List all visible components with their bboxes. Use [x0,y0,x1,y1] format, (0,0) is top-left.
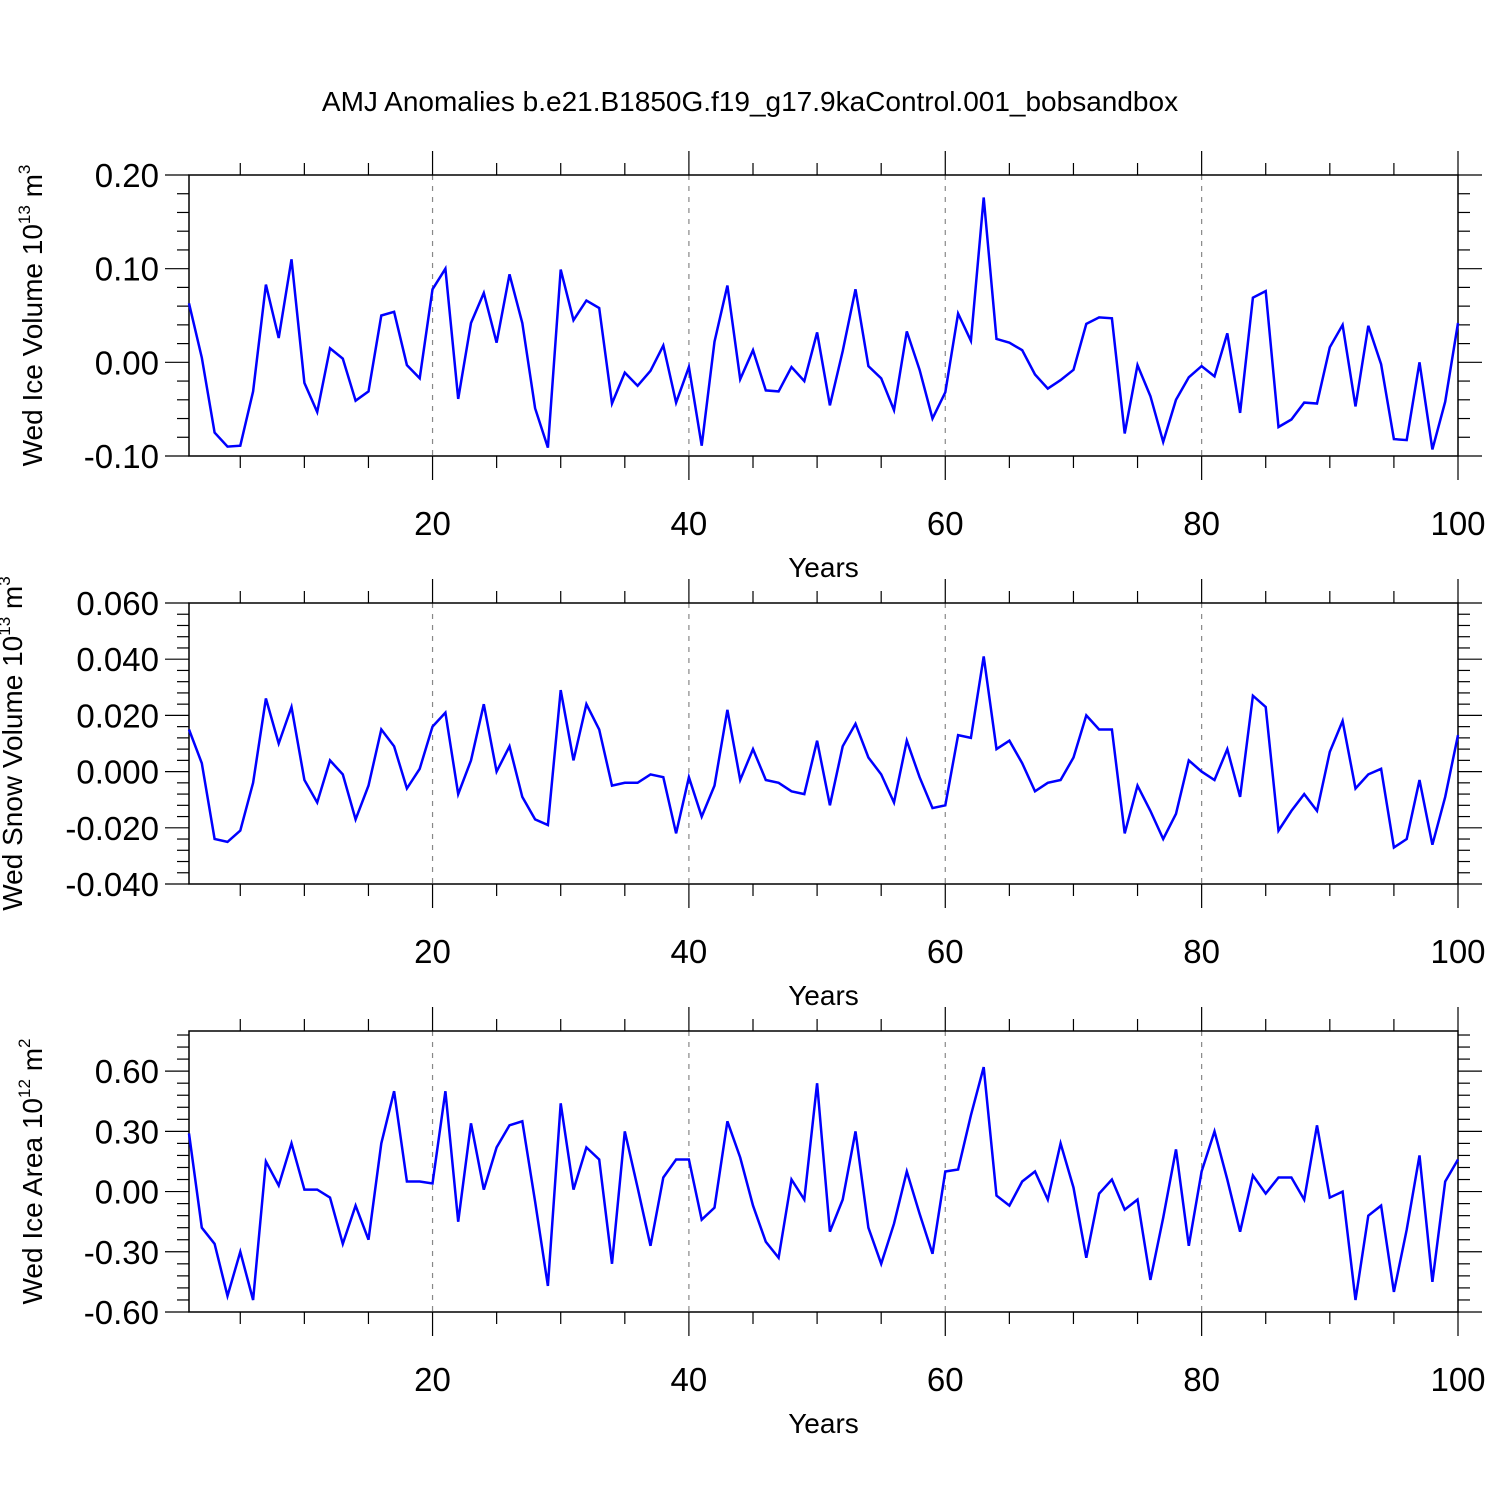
y-tick-label: 0.60 [95,1053,159,1090]
x-tick-label: 40 [671,933,708,970]
x-tick-label: 60 [927,1361,964,1398]
panel-1: -0.10 0.00 0.10 0.20 20 40 60 80 100 Years Wed Ice… [15,151,1486,583]
x-tick-label: 80 [1183,933,1220,970]
y-tick-label: 0.00 [95,344,159,381]
y-tick-label: 0.020 [76,697,159,734]
panel-3: -0.60 -0.30 0.00 0.30 0.60 20 40 60 80 100 Years We… [15,1007,1486,1439]
x-tick-label: 20 [414,933,451,970]
series-line [187,656,1460,850]
plot-frame [188,1030,1459,1313]
x-tick-label: 100 [1430,933,1485,970]
y-axis-label: Wed Snow Volume 1013 m3 [0,576,28,910]
y-tick-label: 0.000 [76,754,159,791]
x-axis-label: Years [788,1408,859,1439]
y-tick-label: -0.60 [84,1294,159,1331]
x-tick-label: 60 [927,933,964,970]
y-tick-label: -0.10 [84,438,159,475]
series-line [187,1066,1460,1301]
x-tick-label: 80 [1183,1361,1220,1398]
plot-frame [188,174,1459,457]
y-tick-label: -0.020 [65,810,159,847]
y-tick-label: 0.10 [95,251,159,288]
y-tick-label: 0.30 [95,1113,159,1150]
x-axis-label: Years [788,980,859,1011]
y-tick-label: -0.30 [84,1234,159,1271]
x-tick-label: 40 [671,505,708,542]
x-axis-label: Years [788,552,859,583]
y-tick-label: -0.040 [65,866,159,903]
y-tick-label: 0.00 [95,1174,159,1211]
plot-frame [188,602,1459,885]
y-axis-label: Wed Ice Area 1012 m2 [15,1039,48,1305]
x-tick-label: 60 [927,505,964,542]
y-tick-label: 0.060 [76,585,159,622]
y-tick-label: 0.20 [95,157,159,194]
x-tick-label: 40 [671,1361,708,1398]
x-tick-label: 20 [414,1361,451,1398]
y-axis-label: Wed Ice Volume 1013 m3 [15,165,48,467]
y-tick-label: 0.040 [76,641,159,678]
x-tick-label: 100 [1430,505,1485,542]
figure-title: AMJ Anomalies b.e21.B1850G.f19_g17.9kaCo… [322,86,1178,117]
x-tick-label: 80 [1183,505,1220,542]
panel-2: -0.040 -0.020 0.000 0.020 0.040 0.060 20 40 60 80… [0,576,1486,1011]
series-line [187,197,1460,450]
x-tick-label: 20 [414,505,451,542]
x-tick-label: 100 [1430,1361,1485,1398]
